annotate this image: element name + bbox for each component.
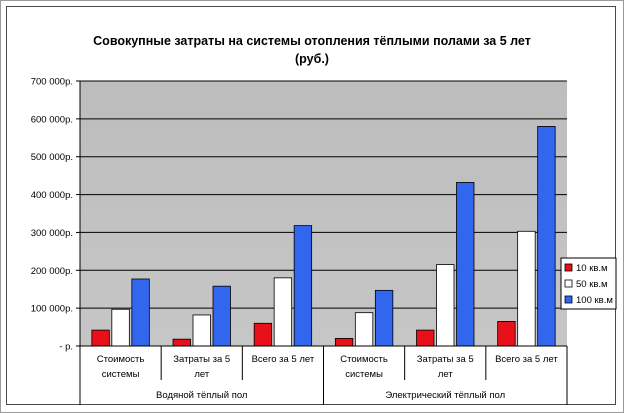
bar (111, 308, 130, 347)
plot-area (80, 81, 567, 346)
x-category-label: Затраты за 5 (173, 354, 230, 365)
bar (273, 277, 293, 347)
bar (416, 329, 435, 347)
x-category-label: Стоимость (340, 354, 388, 365)
bar (334, 338, 354, 347)
bar (374, 289, 394, 347)
axes (79, 81, 568, 405)
bar (456, 182, 475, 347)
y-tick-label: 200 000р. (31, 266, 73, 277)
y-tick-label: 700 000р. (31, 77, 73, 88)
bars (91, 126, 556, 347)
legend-swatch (564, 279, 573, 288)
bar (436, 264, 455, 347)
x-category-label: Всего за 5 лет (252, 354, 315, 365)
x-category-label: Всего за 5 лет (495, 354, 558, 365)
y-tick-label: 400 000р. (31, 190, 73, 201)
x-group-label: Водяной тёплый пол (156, 390, 247, 401)
legend: 10 кв.м 50 кв.м 100 кв.м (560, 257, 617, 310)
x-category-label: системы (102, 369, 140, 380)
bar (354, 312, 374, 347)
y-tick-label: - р. (59, 342, 73, 353)
legend-label: 100 кв.м (576, 295, 613, 306)
bar (172, 338, 191, 347)
x-category-label: системы (345, 369, 383, 380)
chart-title-line: (руб.) (295, 52, 329, 66)
x-group-label: Электрический тёплый пол (385, 390, 505, 401)
x-category-label: лет (194, 369, 210, 380)
bar (537, 126, 556, 347)
legend-swatch (564, 295, 573, 304)
y-tick-label: 500 000р. (31, 152, 73, 163)
y-tick-label: 100 000р. (31, 304, 73, 315)
x-category-label: Затраты за 5 (417, 354, 474, 365)
bar (517, 230, 536, 347)
bar (253, 322, 273, 347)
chart-title: Совокупные затраты на системы отопления … (93, 34, 531, 66)
bar (293, 225, 313, 347)
gridlines (76, 80, 567, 347)
bar (497, 320, 516, 347)
y-tick-label: 300 000р. (31, 228, 73, 239)
legend-label: 50 кв.м (576, 279, 608, 290)
legend-label: 10 кв.м (576, 263, 608, 274)
x-category-label: Стоимость (97, 354, 145, 365)
x-category-label: лет (438, 369, 454, 380)
bar (212, 285, 231, 347)
x-axis-labels: Стоимость системы Затраты за 5 лет Всего за … (97, 354, 559, 401)
y-tick-label: 600 000р. (31, 114, 73, 125)
chart-title-line: Совокупные затраты на системы отопления … (93, 34, 531, 48)
bar (131, 278, 150, 347)
legend-swatch (564, 263, 573, 272)
bar (91, 329, 110, 347)
y-axis-tick-labels: - р. 100 000р. 200 000р. 300 000р. 400 000р.… (31, 77, 73, 353)
bar (192, 314, 211, 347)
